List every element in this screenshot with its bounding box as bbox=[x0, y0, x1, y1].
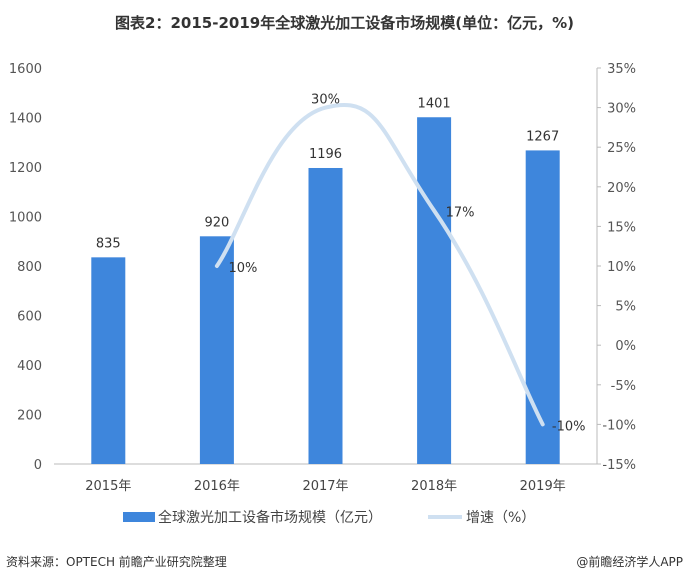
right-tick-label: 20% bbox=[607, 181, 636, 196]
x-tick-label: 2019年 bbox=[520, 479, 566, 494]
right-tick-label: 30% bbox=[607, 102, 636, 117]
right-tick-label: -15% bbox=[602, 458, 636, 473]
right-tick-label: 15% bbox=[607, 220, 636, 235]
right-tick-label: 10% bbox=[607, 260, 636, 275]
x-tick-label: 2015年 bbox=[85, 479, 131, 494]
left-tick-label: 1000 bbox=[9, 211, 42, 226]
bar bbox=[308, 167, 343, 465]
line-value-label: 17% bbox=[446, 206, 475, 221]
line-value-label: 10% bbox=[228, 261, 257, 276]
bar-value-label: 920 bbox=[204, 215, 229, 230]
line-value-label: 30% bbox=[311, 93, 340, 108]
source-note: 资料来源：OPTECH 前瞻产业研究院整理 bbox=[6, 555, 227, 569]
bar-value-label: 1401 bbox=[418, 96, 451, 111]
right-tick-label: 0% bbox=[615, 339, 636, 354]
right-tick-label: -10% bbox=[602, 418, 636, 433]
left-tick-label: 0 bbox=[34, 458, 42, 473]
right-tick-label: 35% bbox=[607, 62, 636, 77]
x-tick-label: 2016年 bbox=[194, 479, 240, 494]
left-tick-label: 1400 bbox=[9, 112, 42, 127]
bar-value-label: 1267 bbox=[526, 129, 559, 144]
right-tick-label: 25% bbox=[607, 141, 636, 156]
left-tick-label: 1200 bbox=[9, 161, 42, 176]
bar-value-label: 835 bbox=[96, 236, 121, 251]
left-tick-label: 1600 bbox=[9, 62, 42, 77]
growth-line bbox=[214, 102, 545, 427]
chart-title: 图表2：2015-2019年全球激光加工设备市场规模(单位：亿元，%) bbox=[115, 14, 574, 32]
left-tick-label: 800 bbox=[17, 260, 42, 275]
line-value-label: -10% bbox=[552, 419, 586, 434]
x-tick-label: 2017年 bbox=[302, 479, 348, 494]
bar bbox=[525, 150, 560, 465]
left-tick-label: 600 bbox=[17, 310, 42, 325]
left-tick-label: 400 bbox=[17, 359, 42, 374]
credit: @前瞻经济学人APP bbox=[576, 555, 683, 569]
left-tick-label: 200 bbox=[17, 409, 42, 424]
bar bbox=[417, 117, 452, 464]
bar-value-label: 1196 bbox=[309, 147, 342, 162]
right-tick-label: -5% bbox=[611, 379, 636, 394]
legend-swatch-bar bbox=[123, 512, 155, 522]
x-tick-label: 2018年 bbox=[411, 479, 457, 494]
bar bbox=[91, 257, 126, 464]
bar bbox=[199, 236, 234, 464]
legend-label-line: 增速（%） bbox=[466, 510, 535, 526]
legend-label-bar: 全球激光加工设备市场规模（亿元） bbox=[158, 509, 382, 526]
right-tick-label: 5% bbox=[615, 300, 636, 315]
